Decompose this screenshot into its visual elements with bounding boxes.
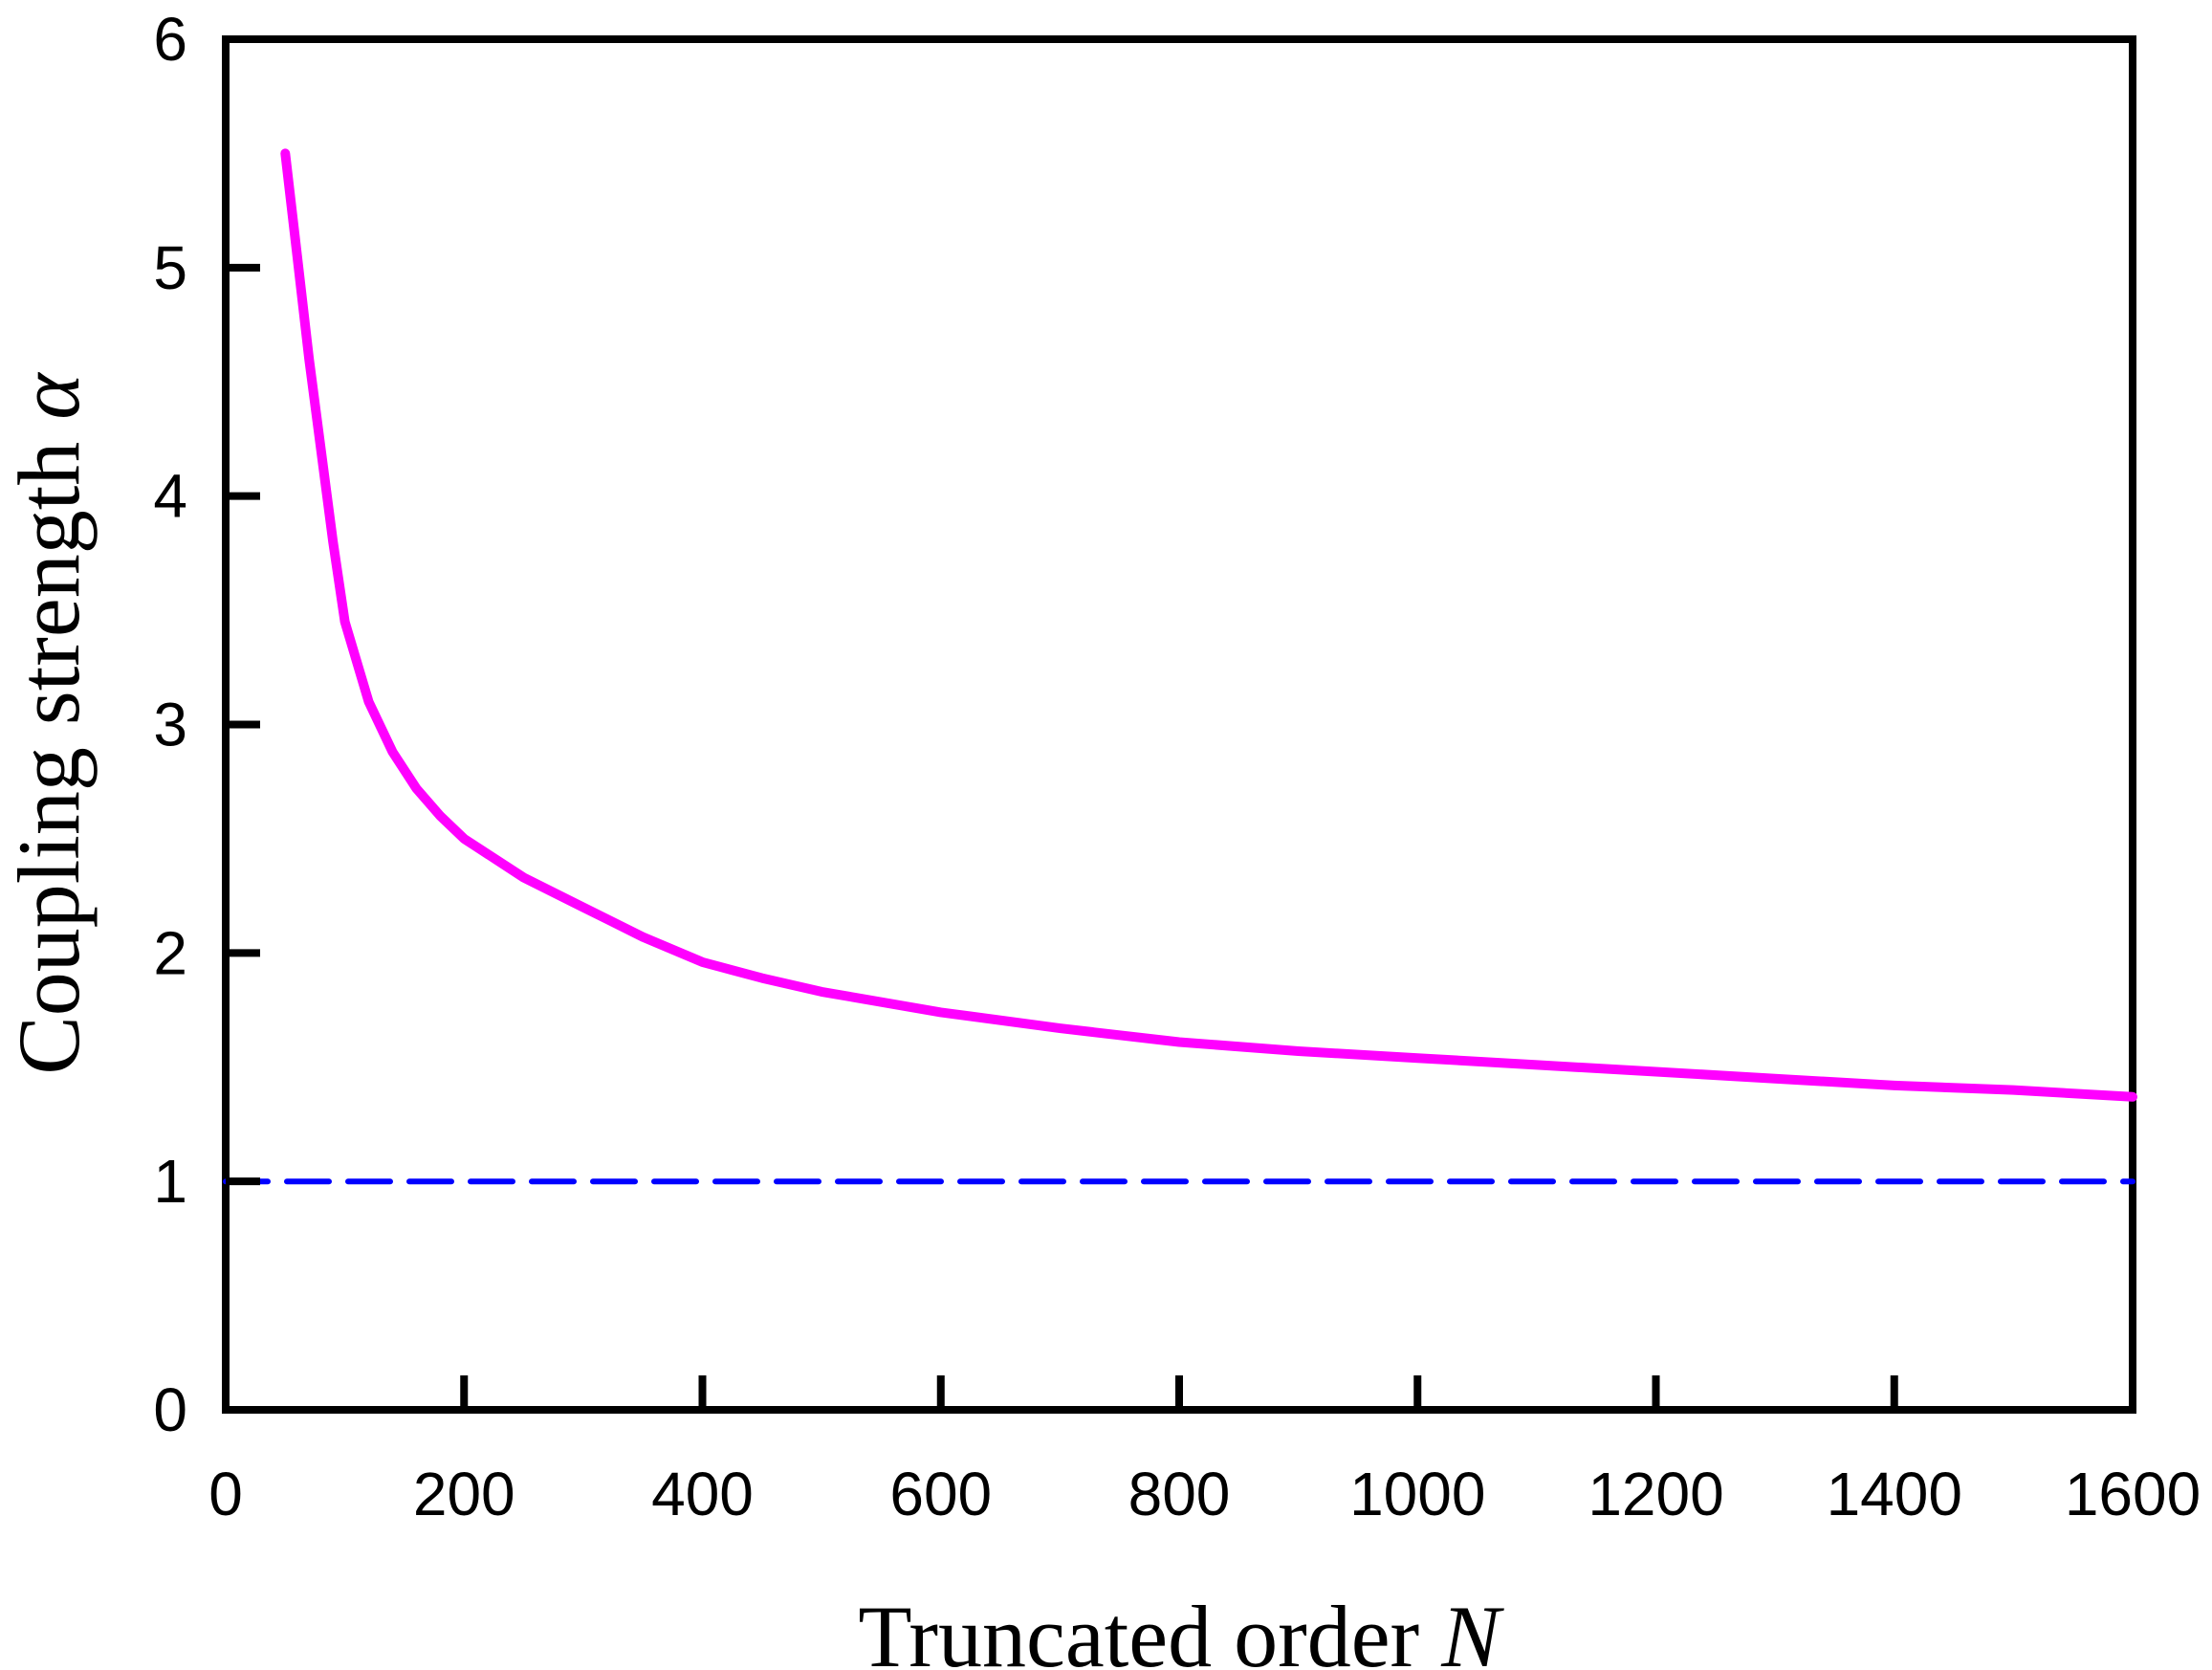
x-tick-label: 1600 (2065, 1460, 2201, 1528)
x-axis-symbol: N (1440, 1588, 1504, 1670)
x-tick-label: 200 (413, 1460, 515, 1528)
x-tick-label: 1000 (1349, 1460, 1485, 1528)
series-layer (223, 148, 2137, 1185)
y-tick-label: 0 (153, 1375, 187, 1444)
y-axis-symbol: α (0, 372, 98, 420)
y-tick-label: 5 (153, 233, 187, 302)
x-tick-label: 800 (1128, 1460, 1231, 1528)
series-line (280, 148, 2137, 1102)
y-tick-label: 6 (153, 5, 187, 74)
y-tick-label: 1 (153, 1147, 187, 1216)
y-axis-title: Coupling strength α (0, 372, 98, 1075)
y-axis-label: Coupling strength (0, 442, 98, 1075)
plot-area (222, 35, 2136, 1414)
x-tick-label: 400 (651, 1460, 754, 1528)
x-tick-label: 0 (208, 1460, 243, 1528)
x-tick-label: 1200 (1588, 1460, 1723, 1528)
x-axis-title: Truncated order N (858, 1588, 1504, 1670)
y-tick-label: 4 (153, 462, 187, 531)
tick-layer (226, 263, 1898, 1410)
x-tick-label: 1400 (1827, 1460, 1962, 1528)
tick-label-layer: 0 200 400 600 800 1000 1200 1400 1600 0 1 2 3 4 5 6 (153, 5, 2201, 1528)
y-tick-label: 3 (153, 691, 187, 759)
x-tick-label: 600 (889, 1460, 992, 1528)
x-axis-label: Truncated order (858, 1588, 1419, 1670)
y-tick-label: 2 (153, 918, 187, 987)
